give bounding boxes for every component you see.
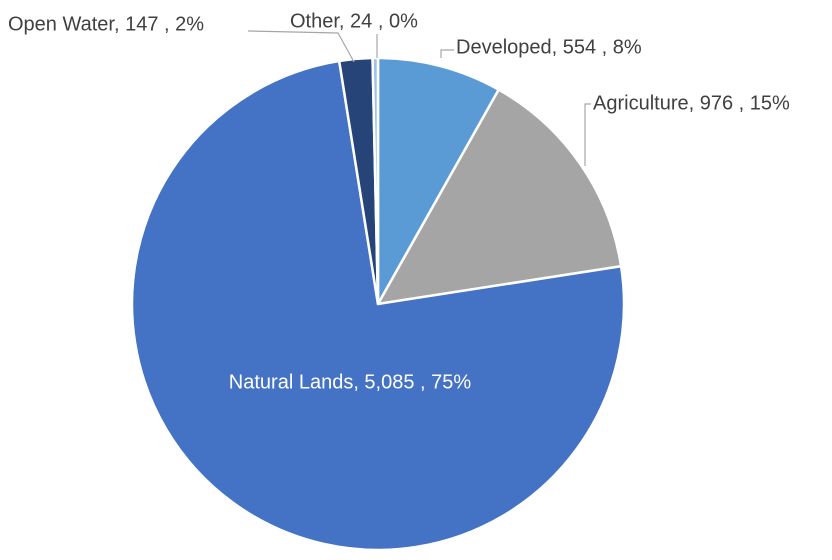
leader-line	[440, 49, 454, 58]
pie-slice	[130, 59, 626, 552]
pie-slice	[376, 56, 500, 306]
pie-slice	[371, 56, 380, 306]
leader-line	[584, 103, 591, 166]
data-label: Open Water, 147 , 2%	[8, 13, 204, 35]
leader-line	[247, 30, 355, 63]
data-label: Agriculture, 976 , 15%	[593, 92, 790, 114]
data-label: Natural Lands, 5,085 , 75%	[229, 371, 472, 393]
data-label: Developed, 554 , 8%	[456, 36, 642, 58]
data-label: Other, 24 , 0%	[290, 10, 418, 32]
pie-slice	[376, 88, 623, 306]
